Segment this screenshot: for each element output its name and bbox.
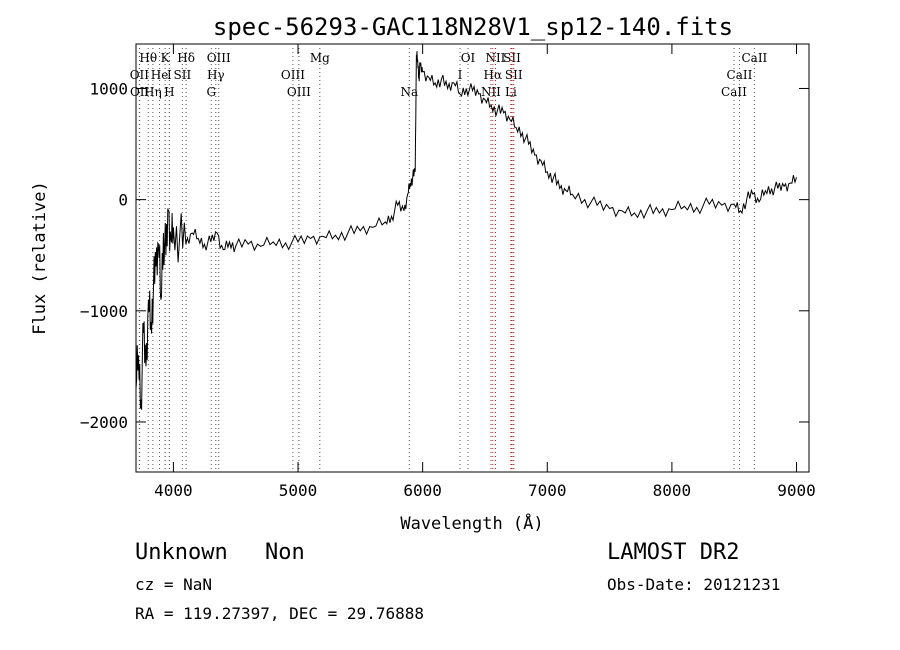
spectral-line-label: Hδ xyxy=(177,51,195,65)
spectral-line-label: I xyxy=(167,68,172,82)
spectral-line-label: Mg xyxy=(310,51,330,65)
spectral-line-label: Hθ xyxy=(139,51,157,65)
spectral-line-label: Li xyxy=(505,85,517,99)
y-tick-label: −1000 xyxy=(80,302,128,321)
spectral-line-label: OIII xyxy=(281,68,305,82)
spectrum-line xyxy=(135,51,797,410)
observation-date: Obs-Date: 20121231 xyxy=(607,575,781,594)
spectral-line-label: CaII xyxy=(741,51,767,65)
spectral-line-label: OIII xyxy=(287,85,311,99)
spectral-line-label: NII xyxy=(485,51,505,65)
spectral-line-label: CaII xyxy=(727,68,753,82)
spectral-subclass: Non xyxy=(264,540,305,565)
spectral-line-label: K xyxy=(161,51,171,65)
spectral-line-label: Hγ xyxy=(207,68,225,82)
spectral-class: Unknown xyxy=(135,540,228,565)
y-tick-label: 0 xyxy=(118,191,128,210)
spectral-line-label: G xyxy=(206,85,216,99)
x-tick-label: 7000 xyxy=(528,481,567,500)
spectral-line-label: OI xyxy=(461,51,476,65)
chart-title: spec-56293-GAC118N28V1_sp12-140.fits xyxy=(213,13,733,41)
spectral-line-label: CaII xyxy=(721,85,747,99)
spectral-line-label: Hα xyxy=(484,68,503,82)
x-tick-label: 6000 xyxy=(403,481,442,500)
spectral-line-label: OIII xyxy=(207,51,231,65)
x-tick-label: 4000 xyxy=(154,481,193,500)
spectral-class-row: Unknown Non xyxy=(135,540,305,565)
spectral-line-label: He xyxy=(151,68,169,82)
x-tick-label: 8000 xyxy=(653,481,692,500)
spectral-line-label: SII xyxy=(174,68,192,82)
redshift-cz: cz = NaN xyxy=(135,575,213,594)
spectral-line-label: I xyxy=(458,68,463,82)
y-tick-label: −2000 xyxy=(80,413,128,432)
y-axis-label: Flux (relative) xyxy=(30,181,50,335)
spectral-line-label: SII xyxy=(505,68,523,82)
spectral-line-label: Hη xyxy=(144,85,162,99)
x-tick-label: 5000 xyxy=(279,481,318,500)
x-axis-label: Wavelength (Å) xyxy=(400,512,543,534)
spectral-line-label: H xyxy=(164,85,174,99)
spectral-line-label: NII xyxy=(481,85,501,99)
ra-dec-coordinates: RA = 119.27397, DEC = 29.76888 xyxy=(135,604,424,623)
x-tick-label: 9000 xyxy=(777,481,816,500)
plot-series xyxy=(135,51,797,410)
spectral-line-label: SII xyxy=(503,51,521,65)
spectral-line-label: OII xyxy=(130,68,150,82)
survey-name: LAMOST DR2 xyxy=(607,540,740,565)
spectral-line-label: Na xyxy=(400,85,418,99)
y-tick-label: 1000 xyxy=(89,79,128,98)
plot-frame xyxy=(135,43,810,473)
axis-ticks: 4000 5000 6000 7000 8000 9000 −2000 −1000 0 1000 xyxy=(80,44,816,500)
